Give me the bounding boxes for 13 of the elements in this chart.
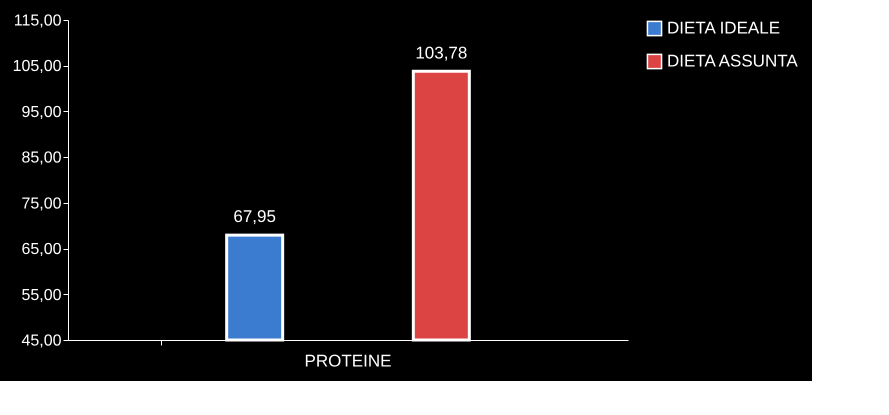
y-tick-label: 85,00	[21, 150, 62, 167]
data-label: 67,95	[233, 207, 276, 226]
y-tick-label: 105,00	[12, 58, 62, 76]
y-tick-label: 65,00	[21, 241, 62, 258]
data-label: 103,78	[415, 43, 468, 62]
y-tick-label: 75,00	[21, 195, 62, 212]
x-tick-label: PROTEINE	[304, 352, 392, 370]
legend-label: DIETA IDEALE	[667, 18, 780, 38]
y-tick-label: 45,00	[21, 332, 62, 350]
y-tick-label: 115,00	[14, 12, 62, 30]
legend-label: DIETA ASSUNTA	[667, 52, 798, 70]
y-tick-label: 95,00	[21, 104, 62, 121]
y-tick-label: 55,00	[21, 286, 62, 304]
